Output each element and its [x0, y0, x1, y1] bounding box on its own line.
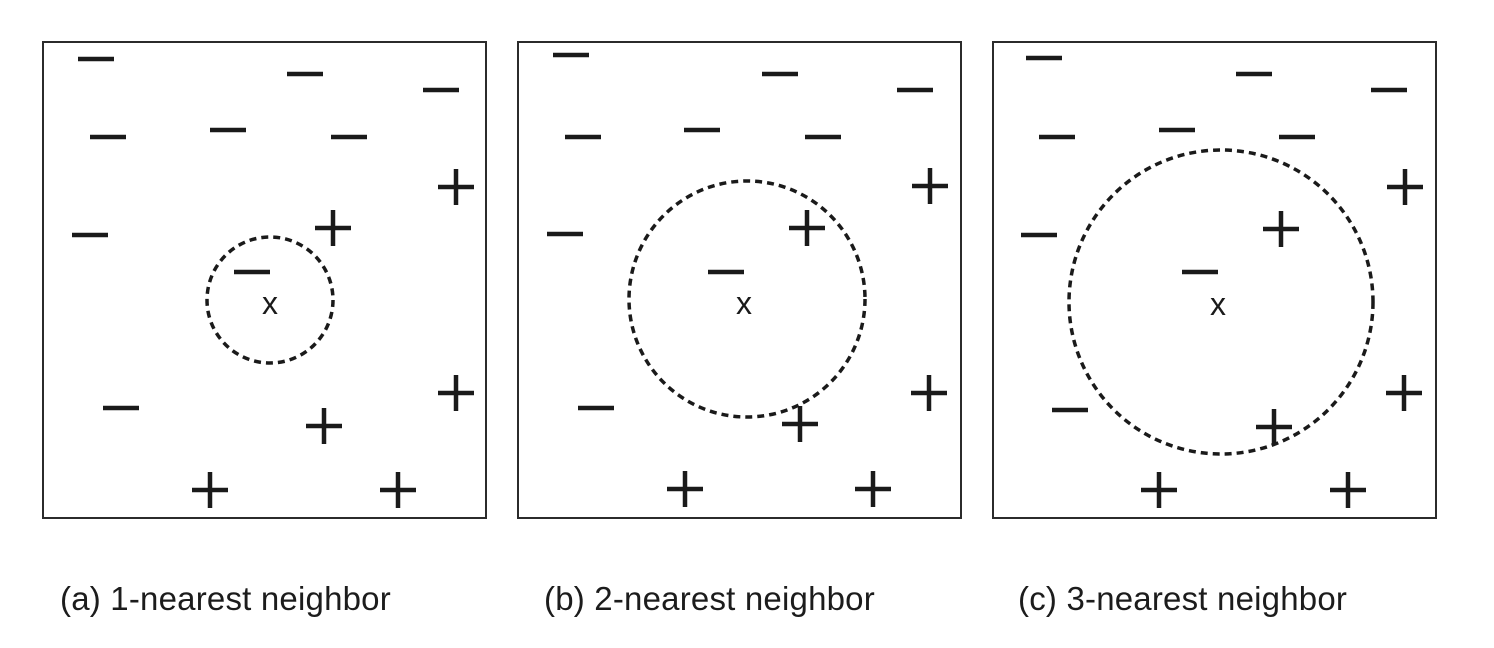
plus-point — [1330, 472, 1366, 508]
caption-b: (b) 2-nearest neighbor — [544, 580, 875, 617]
plus-point — [789, 210, 825, 246]
plus-point — [306, 408, 342, 444]
positive-points — [667, 168, 948, 507]
neighborhood-circle — [205, 235, 335, 365]
plus-point — [911, 375, 947, 411]
positive-points — [192, 169, 474, 508]
plus-point — [1386, 375, 1422, 411]
panel-b-plot: x — [547, 52, 948, 507]
plus-point — [380, 472, 416, 508]
plus-point — [438, 375, 474, 411]
neighborhood-circle — [1067, 148, 1375, 456]
plus-point — [1387, 169, 1423, 205]
plus-point — [855, 471, 891, 507]
plus-point — [438, 169, 474, 205]
negative-points — [1021, 55, 1407, 413]
panel-a: x — [42, 41, 487, 519]
negative-points — [72, 56, 459, 411]
neighborhood-circle — [627, 179, 867, 419]
panel-b: x — [517, 41, 962, 519]
panel-c-plot: x — [1021, 55, 1423, 508]
plus-point — [192, 472, 228, 508]
panel-a-plot: x — [72, 56, 474, 508]
caption-a: (a) 1-nearest neighbor — [60, 580, 391, 617]
plus-point — [315, 210, 351, 246]
plus-point — [1263, 211, 1299, 247]
plus-point — [667, 471, 703, 507]
plus-point — [912, 168, 948, 204]
query-point-label: x — [736, 285, 752, 321]
panel-c: x — [992, 41, 1437, 519]
query-point-label: x — [1210, 286, 1226, 322]
plus-point — [1141, 472, 1177, 508]
negative-points — [547, 52, 933, 411]
plus-point — [1256, 409, 1292, 445]
caption-c: (c) 3-nearest neighbor — [1018, 580, 1348, 617]
positive-points — [1141, 169, 1423, 508]
query-point-label: x — [262, 285, 278, 321]
plus-point — [782, 406, 818, 442]
